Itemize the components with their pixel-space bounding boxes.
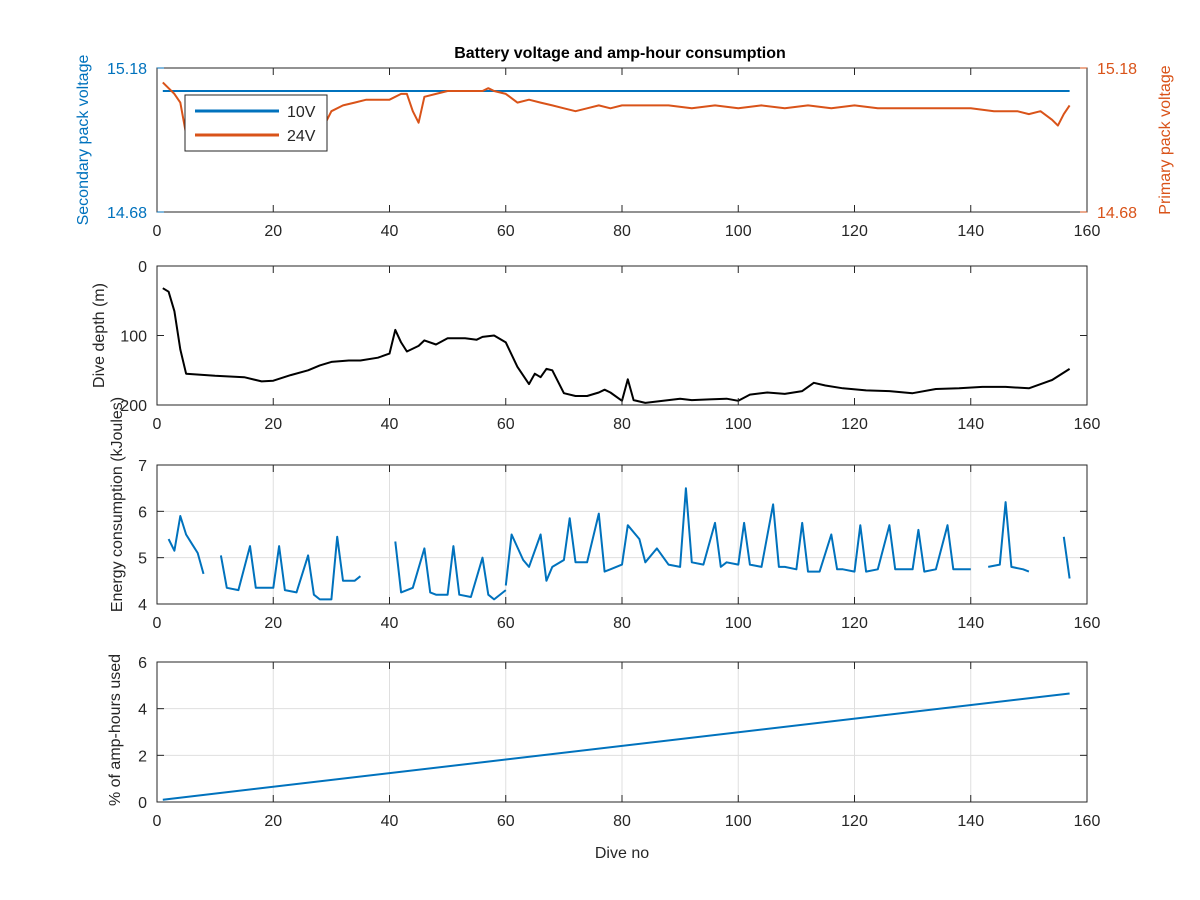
y-tick-label: 6 [138, 655, 147, 672]
energy-segment [1062, 536, 1071, 579]
x-tick-label: 60 [497, 615, 515, 632]
y-tick-label: 0 [138, 795, 147, 812]
x-tick-label: 100 [725, 615, 752, 632]
legend-label-24v: 24V [287, 128, 316, 145]
x-tick-label: 80 [613, 416, 631, 433]
voltage-x-ticks: 0 20 40 60 80 100 120 140 160 [153, 68, 1101, 240]
amp-hours-panel: 0 20 40 60 80 100 120 140 160 0 2 4 6 % of amp-hour… [107, 654, 1100, 862]
energy-segment [394, 541, 507, 601]
y-tick-label: 100 [120, 329, 147, 346]
energy-consumption-label: Energy consumption (kJoules) [109, 397, 126, 612]
energy-segment [167, 515, 205, 575]
x-tick-label: 160 [1074, 813, 1101, 830]
x-tick-label: 140 [957, 615, 984, 632]
x-tick-label: 60 [497, 416, 515, 433]
y-tick-label: 6 [138, 504, 147, 521]
voltage-panel: 0 20 40 60 80 100 120 140 160 14.68 15.18 14.68 15… [75, 55, 1174, 240]
y-tick-label: 4 [138, 702, 147, 719]
amp-hours-y-ticks: 0 2 4 6 [138, 655, 1087, 812]
depth-y-ticks: 0 100 200 [120, 259, 1087, 415]
x-tick-label: 100 [725, 416, 752, 433]
legend-box [184, 94, 328, 152]
dive-depth-label: Dive depth (m) [91, 283, 108, 388]
energy-panel: 0 20 40 60 80 100 120 140 160 4 5 6 7 Energy consum… [109, 397, 1100, 632]
depth-panel: 0 20 40 60 80 100 120 140 160 0 100 200 Dive depth… [91, 259, 1100, 433]
x-tick-label: 100 [725, 813, 752, 830]
legend-label-10v: 10V [287, 104, 316, 121]
x-tick-label: 40 [381, 615, 399, 632]
x-tick-label: 140 [957, 416, 984, 433]
primary-pack-voltage-label: Primary pack voltage [1157, 65, 1174, 214]
depth-lines [162, 287, 1071, 404]
x-tick-label: 120 [841, 615, 868, 632]
x-tick-label: 80 [613, 223, 631, 240]
depth-axes-box [156, 265, 1088, 406]
amp-hours-used-label: % of amp-hours used [107, 654, 124, 806]
x-tick-label: 20 [264, 615, 282, 632]
x-tick-label: 40 [381, 416, 399, 433]
right-y-tick-label: 14.68 [1097, 205, 1137, 222]
figure-title: Battery voltage and amp-hour consumption [454, 45, 786, 62]
x-tick-label: 120 [841, 813, 868, 830]
amp-hours-grid [157, 662, 1087, 802]
x-tick-label: 160 [1074, 223, 1101, 240]
x-tick-label: 80 [613, 813, 631, 830]
energy-x-ticks: 0 20 40 60 80 100 120 140 160 [153, 465, 1101, 632]
dive-no-label: Dive no [595, 845, 649, 862]
energy-lines [167, 487, 1071, 601]
x-tick-label: 140 [957, 813, 984, 830]
x-tick-label: 80 [613, 615, 631, 632]
y-tick-label: 200 [120, 398, 147, 415]
energy-grid [157, 465, 1087, 604]
x-tick-label: 0 [153, 416, 162, 433]
y-tick-label: 2 [138, 748, 147, 765]
energy-segment [988, 501, 1030, 573]
y-tick-label: 7 [138, 458, 147, 475]
x-tick-label: 20 [264, 223, 282, 240]
x-tick-label: 0 [153, 615, 162, 632]
x-tick-label: 0 [153, 223, 162, 240]
energy-segment [219, 535, 362, 601]
amp-hours-line [162, 692, 1070, 801]
y-tick-label: 14.68 [107, 205, 147, 222]
x-tick-label: 160 [1074, 615, 1101, 632]
voltage-right-y-ticks: 14.68 15.18 [1080, 61, 1137, 222]
x-tick-label: 20 [264, 813, 282, 830]
amp-hours-lines [162, 692, 1070, 801]
x-tick-label: 160 [1074, 416, 1101, 433]
y-tick-label: 0 [138, 259, 147, 276]
energy-y-ticks: 4 5 6 7 [138, 458, 1087, 614]
y-tick-label: 4 [138, 597, 147, 614]
y-tick-label: 5 [138, 551, 147, 568]
secondary-pack-voltage-label: Secondary pack voltage [75, 55, 92, 226]
x-tick-label: 120 [841, 223, 868, 240]
voltage-left-y-ticks: 14.68 15.18 [107, 61, 164, 222]
amp-hours-x-ticks: 0 20 40 60 80 100 120 140 160 [153, 662, 1101, 830]
x-tick-label: 40 [381, 223, 399, 240]
x-tick-label: 100 [725, 223, 752, 240]
right-y-tick-label: 15.18 [1097, 61, 1137, 78]
energy-segment [504, 487, 971, 586]
x-tick-label: 120 [841, 416, 868, 433]
x-tick-label: 40 [381, 813, 399, 830]
x-tick-label: 20 [264, 416, 282, 433]
x-tick-label: 0 [153, 813, 162, 830]
x-tick-label: 60 [497, 223, 515, 240]
depth-x-ticks: 0 20 40 60 80 100 120 140 160 [153, 266, 1101, 433]
y-tick-label: 15.18 [107, 61, 147, 78]
x-tick-label: 60 [497, 813, 515, 830]
depth-line [162, 287, 1071, 404]
x-tick-label: 140 [957, 223, 984, 240]
